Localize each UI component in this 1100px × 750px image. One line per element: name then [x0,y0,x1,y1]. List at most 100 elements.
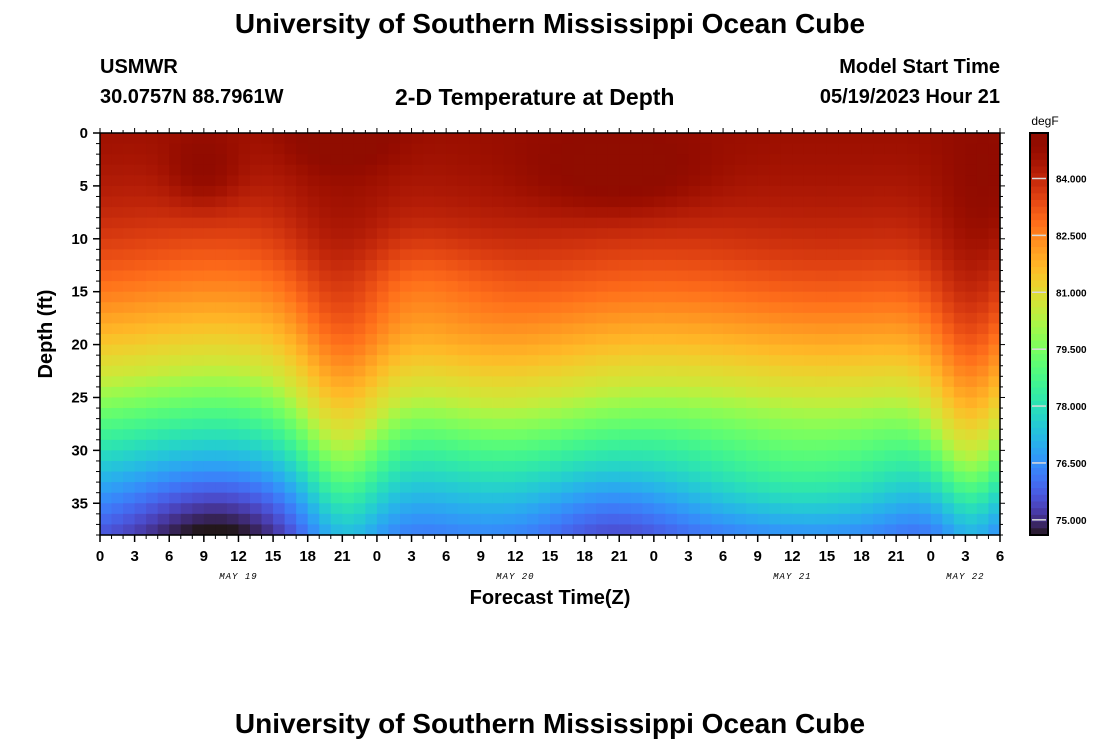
heatmap-cell [607,207,620,219]
heatmap-cell [988,376,1001,388]
heatmap-cell [653,217,666,229]
heatmap-cell [850,207,863,219]
heatmap-cell [792,418,805,430]
heatmap-cell [919,154,932,166]
heatmap-cell [342,185,355,198]
heatmap-cell [896,185,909,198]
heatmap-cell [330,513,343,526]
heatmap-cell [700,164,713,176]
heatmap-cell [226,482,240,494]
heatmap-cell [884,143,897,155]
heatmap-cell [850,355,863,367]
heatmap-cell [273,196,286,208]
heatmap-cell [630,323,643,335]
heatmap-cell [307,513,320,526]
heatmap-cell [965,503,978,515]
x-tick-label: 9 [477,548,485,565]
heatmap-cell [573,238,586,250]
heatmap-cell [907,133,920,145]
heatmap-cell [896,439,909,451]
heatmap-cell [619,164,632,176]
heatmap-cell [884,249,897,261]
heatmap-cell [792,291,805,303]
heatmap-cell [861,376,874,388]
heatmap-cell [976,408,990,420]
heatmap-cell [826,143,840,155]
heatmap-cell [238,418,251,430]
heatmap-cell [469,249,482,261]
heatmap-cell [526,365,540,377]
heatmap-cell [480,450,493,462]
heatmap-cell [111,281,124,293]
heatmap-cell [826,238,840,250]
heatmap-cell [238,492,251,504]
heatmap-cell [642,302,655,314]
heatmap-cell [815,503,828,515]
heatmap-cell [607,302,620,314]
heatmap-cell [596,460,609,473]
heatmap-cell [826,207,840,219]
heatmap-cell [146,344,159,356]
heatmap-cell [642,270,655,282]
heatmap-cell [815,450,828,462]
heatmap-cell [169,185,182,198]
heatmap-cell [792,164,805,176]
heatmap-cell [296,185,309,198]
heatmap-cell [561,291,574,303]
heatmap-cell [642,281,655,293]
heatmap-cell [250,460,263,473]
colorbar-segment [1030,501,1048,509]
heatmap-cell [965,376,978,388]
heatmap-cell [169,207,182,219]
heatmap-cell [180,249,193,261]
heatmap-cell [111,386,124,399]
heatmap-cell [400,291,413,303]
heatmap-cell [769,344,782,356]
heatmap-cell [965,302,978,314]
heatmap-cell [607,270,620,282]
heatmap-cell [653,344,666,356]
heatmap-cell [642,355,655,367]
heatmap-cell [469,323,482,335]
heatmap-cell [261,270,274,282]
heatmap-cell [792,133,805,145]
heatmap-cell [192,418,205,430]
heatmap-cell [780,471,793,483]
heatmap-cell [561,460,574,473]
heatmap-cell [573,482,586,494]
heatmap-cell [250,270,263,282]
heatmap-cell [942,154,955,166]
heatmap-cell [480,281,493,293]
heatmap-cell [250,408,263,420]
heatmap-cell [411,439,424,451]
heatmap-cell [100,386,113,399]
heatmap-cell [861,217,874,229]
heatmap-cell [423,492,436,504]
heatmap-cell [250,365,263,377]
heatmap-cell [296,196,309,208]
heatmap-cell [653,207,666,219]
heatmap-cell [134,418,147,430]
heatmap-cell [538,270,551,282]
heatmap-cell [376,460,390,473]
heatmap-cell [111,439,124,451]
heatmap-cell [238,143,251,155]
heatmap-cell [365,513,378,526]
heatmap-cell [261,133,274,145]
heatmap-cell [676,524,690,536]
heatmap-cell [653,270,666,282]
heatmap-cell [642,344,655,356]
heatmap-cell [192,164,205,176]
heatmap-cell [873,164,886,176]
heatmap-cell [815,238,828,250]
heatmap-cell [723,439,736,451]
heatmap-cell [296,355,309,367]
heatmap-cell [365,175,378,187]
heatmap-cell [988,154,1001,166]
heatmap-cell [503,344,516,356]
heatmap-cell [376,238,390,250]
x-tick-label: 6 [719,548,727,565]
heatmap-cell [123,238,136,250]
heatmap-cell [930,207,943,219]
colorbar-segment [1030,347,1048,355]
